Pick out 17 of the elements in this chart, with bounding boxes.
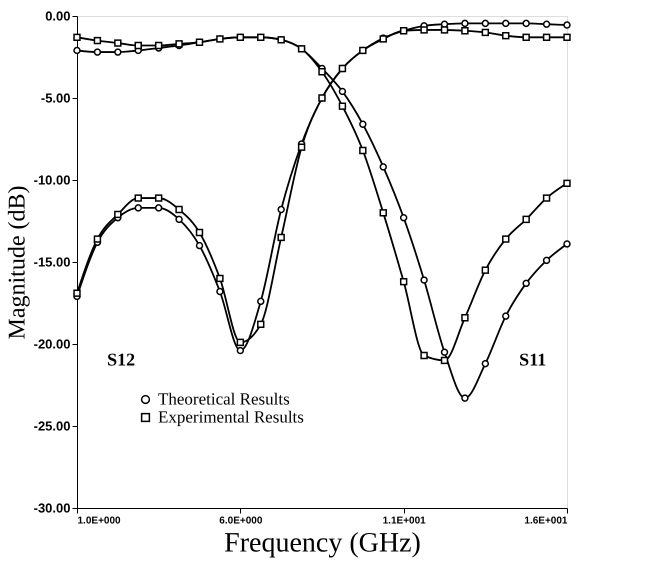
- x-tick-label: 1.1E+001: [382, 516, 426, 526]
- y-tick-label: -30.00: [34, 500, 70, 516]
- y-tick-label: -25.00: [34, 418, 70, 434]
- y-tick-label: -20.00: [34, 336, 70, 352]
- y-tick-label: -10.00: [34, 172, 70, 188]
- x-axis-title: Frequency (GHz): [224, 528, 421, 558]
- y-tick-label: 0.00: [45, 8, 70, 24]
- legend-label: Theoretical Results: [158, 390, 290, 408]
- x-tick-label: 1.0E+000: [78, 516, 122, 526]
- annotation: S12: [107, 349, 136, 370]
- legend-label: Experimental Results: [158, 408, 304, 426]
- y-tick-label: -5.00: [40, 90, 70, 106]
- y-tick-label: -15.00: [34, 254, 70, 270]
- y-axis-title: Magnitude (dB): [4, 186, 31, 340]
- annotation: S11: [519, 349, 546, 370]
- x-tick-label: 1.6E+001: [524, 516, 568, 526]
- x-tick-label: 6.0E+000: [219, 516, 263, 526]
